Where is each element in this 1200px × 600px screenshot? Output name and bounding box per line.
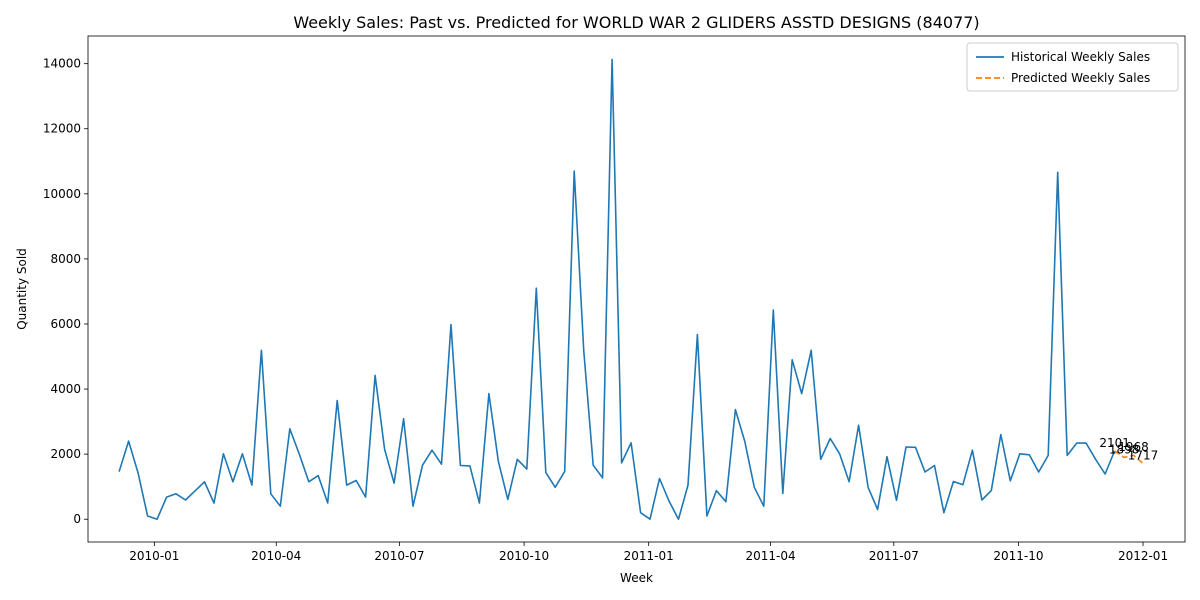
prediction-value-label: 2101 [1099,436,1130,450]
plot-background [88,36,1185,542]
prediction-value-label: 1968 [1118,440,1149,454]
predicted-sales-line [1114,450,1144,465]
y-tick-label: 0 [73,512,81,526]
legend-label-historical: Historical Weekly Sales [1011,50,1150,64]
historical-sales-line [118,58,1116,521]
prediction-value-label: 1717 [1128,448,1159,462]
x-tick-label: 2010-10 [499,549,549,563]
y-tick-label: 6000 [50,317,81,331]
prediction-value-label: 1898 [1109,443,1140,457]
legend-box [966,42,1179,92]
series-layer [118,58,1144,521]
x-tick-label: 2011-07 [869,549,919,563]
y-tick-label: 14000 [43,57,81,71]
x-tick-label: 2011-04 [746,549,796,563]
x-axis-title: Week [620,571,653,585]
chart-title: Weekly Sales: Past vs. Predicted for WOR… [293,13,979,32]
legend: Historical Weekly Sales Predicted Weekly… [966,42,1179,92]
x-tick-label: 2011-10 [993,549,1043,563]
x-axis: 2010-01 2010-04 2010-07 2010-10 2011-01 2011-… [129,542,1168,563]
y-tick-label: 10000 [43,187,81,201]
plot-frame [87,35,1186,543]
x-tick-label: 2010-04 [251,549,301,563]
legend-label-predicted: Predicted Weekly Sales [1011,71,1150,85]
y-axis: 0 2000 4000 6000 8000 10000 12000 14000 [43,57,88,526]
y-tick-label: 2000 [50,447,81,461]
y-axis-title: Quantity Sold [15,248,29,330]
y-tick-label: 4000 [50,382,81,396]
x-tick-label: 2012-01 [1118,549,1168,563]
x-tick-label: 2010-07 [374,549,424,563]
y-tick-label: 8000 [50,252,81,266]
y-tick-label: 12000 [43,122,81,136]
x-tick-label: 2010-01 [129,549,179,563]
x-tick-label: 2011-01 [624,549,674,563]
